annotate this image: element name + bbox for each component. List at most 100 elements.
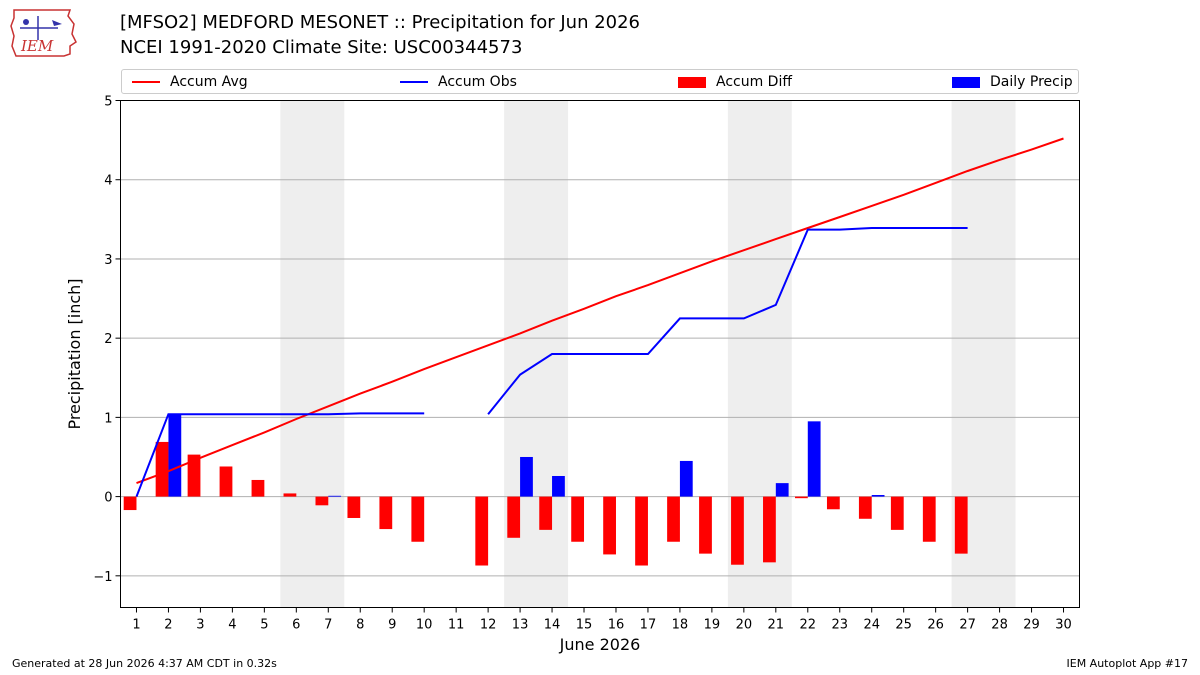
daily-precip-bar	[552, 475, 565, 497]
accum-diff-bar	[794, 496, 808, 499]
legend-item-accum-avg: Accum Avg	[132, 73, 248, 91]
x-tick-label: 2	[164, 618, 172, 633]
footer-generated: Generated at 28 Jun 2026 4:37 AM CDT in …	[12, 657, 277, 670]
accum-diff-bar	[571, 496, 585, 542]
legend-item-accum-obs: Accum Obs	[400, 73, 517, 91]
grid-lines	[120, 100, 1080, 577]
x-tick-label: 26	[927, 618, 944, 633]
x-tick-label: 27	[959, 618, 976, 633]
legend-label-accum-avg: Accum Avg	[170, 74, 248, 90]
y-tick-label: 0	[104, 491, 112, 506]
x-axis-ticks: 1 2 3 4 5 6 7 8 9 10 11 12 13 14 15 16 17 18 19 20 21 22 23 24 2…	[132, 607, 1072, 633]
y-tick-label: 3	[104, 253, 112, 268]
legend-label-daily-precip: Daily Precip	[990, 74, 1073, 90]
accum-obs-line	[487, 227, 968, 415]
daily-precip-bar	[807, 421, 821, 497]
x-axis-label: June 2026	[559, 635, 641, 654]
accum-diff-bar	[922, 496, 936, 542]
x-tick-label: 25	[895, 618, 912, 633]
accum-diff-bar	[667, 496, 680, 542]
x-tick-label: 18	[672, 618, 689, 633]
weekend-band	[280, 100, 345, 608]
x-tick-label: 24	[863, 618, 880, 633]
legend-swatch-daily-precip	[952, 76, 980, 88]
accum-diff-bar	[763, 496, 776, 563]
x-tick-label: 16	[608, 618, 625, 633]
x-tick-label: 14	[544, 618, 561, 633]
accum-diff-bar	[187, 454, 201, 497]
accum-diff-bar	[826, 496, 840, 510]
x-tick-label: 9	[388, 618, 396, 633]
accum-diff-bar	[379, 496, 393, 530]
x-tick-label: 10	[416, 618, 433, 633]
y-tick-label: −1	[93, 570, 112, 585]
x-tick-label: 15	[576, 618, 593, 633]
accum-diff-bar	[315, 496, 329, 506]
x-tick-label: 13	[512, 618, 529, 633]
accum-diff-bar	[123, 496, 137, 511]
legend-swatch-accum-avg	[132, 81, 160, 83]
daily-precip-bar	[168, 414, 182, 497]
y-axis-ticks: −1 0 1 2 3 4 5	[93, 95, 121, 585]
x-tick-label: 1	[132, 618, 140, 633]
accum-diff-bar	[890, 496, 904, 530]
iem-logo: IEM	[8, 6, 80, 62]
plot-frame	[120, 100, 1080, 608]
chart-subtitle: NCEI 1991-2020 Climate Site: USC00344573	[120, 37, 523, 58]
accum-diff-bar	[347, 496, 361, 518]
daily-precip-bar	[871, 495, 885, 497]
accum-diff-bar	[699, 496, 712, 554]
x-tick-label: 20	[736, 618, 753, 633]
accum-diff-bar	[507, 496, 521, 538]
accum-diff-bar	[411, 496, 425, 542]
legend-item-accum-diff: Accum Diff	[678, 73, 792, 91]
accum-diff-bar	[603, 496, 616, 555]
accum-diff-bar	[283, 493, 297, 497]
x-tick-label: 22	[800, 618, 817, 633]
daily-precip-bar	[328, 495, 342, 497]
accum-avg-line	[136, 137, 1064, 485]
accum-diff-bar	[858, 496, 872, 519]
x-tick-label: 28	[991, 618, 1008, 633]
x-tick-label: 3	[196, 618, 204, 633]
y-tick-label: 4	[104, 174, 112, 189]
x-tick-label: 5	[260, 618, 268, 633]
y-tick-label: 2	[104, 332, 112, 347]
legend-item-daily-precip: Daily Precip	[952, 73, 1073, 91]
x-tick-label: 30	[1055, 618, 1072, 633]
legend: Accum Avg Accum Obs Accum Diff Daily Pre…	[121, 69, 1079, 94]
legend-swatch-accum-obs	[400, 81, 428, 83]
accum-diff-bar	[731, 496, 744, 565]
accum-obs-line	[135, 412, 425, 497]
daily-precip-bar	[775, 483, 789, 497]
x-tick-label: 17	[640, 618, 657, 633]
daily-precip-bar	[679, 460, 693, 497]
accum-diff-bar	[539, 496, 553, 530]
accum-diff-bar	[954, 496, 968, 554]
x-tick-label: 7	[324, 618, 332, 633]
accum-diff-bar	[155, 441, 169, 497]
x-tick-label: 19	[704, 618, 721, 633]
daily-precip-bar	[520, 456, 533, 497]
accum-diff-bar	[219, 466, 233, 497]
legend-label-accum-obs: Accum Obs	[438, 74, 517, 90]
accum-diff-bar	[475, 496, 489, 566]
x-tick-label: 8	[356, 618, 364, 633]
y-tick-label: 1	[104, 411, 112, 426]
legend-label-accum-diff: Accum Diff	[716, 74, 793, 90]
accum-diff-bar	[251, 479, 265, 497]
bars	[123, 414, 968, 566]
x-tick-label: 29	[1023, 618, 1040, 633]
x-tick-label: 21	[768, 618, 785, 633]
lines	[135, 137, 1064, 497]
svg-text:IEM: IEM	[20, 37, 54, 55]
footer-app: IEM Autoplot App #17	[1066, 657, 1189, 670]
accum-diff-bar	[635, 496, 648, 566]
x-tick-label: 12	[480, 618, 497, 633]
legend-swatch-accum-diff	[678, 76, 706, 88]
chart-title: [MFSO2] MEDFORD MESONET :: Precipitation…	[120, 12, 641, 33]
y-tick-label: 5	[104, 95, 112, 110]
x-tick-label: 6	[292, 618, 300, 633]
x-tick-label: 11	[448, 618, 465, 633]
